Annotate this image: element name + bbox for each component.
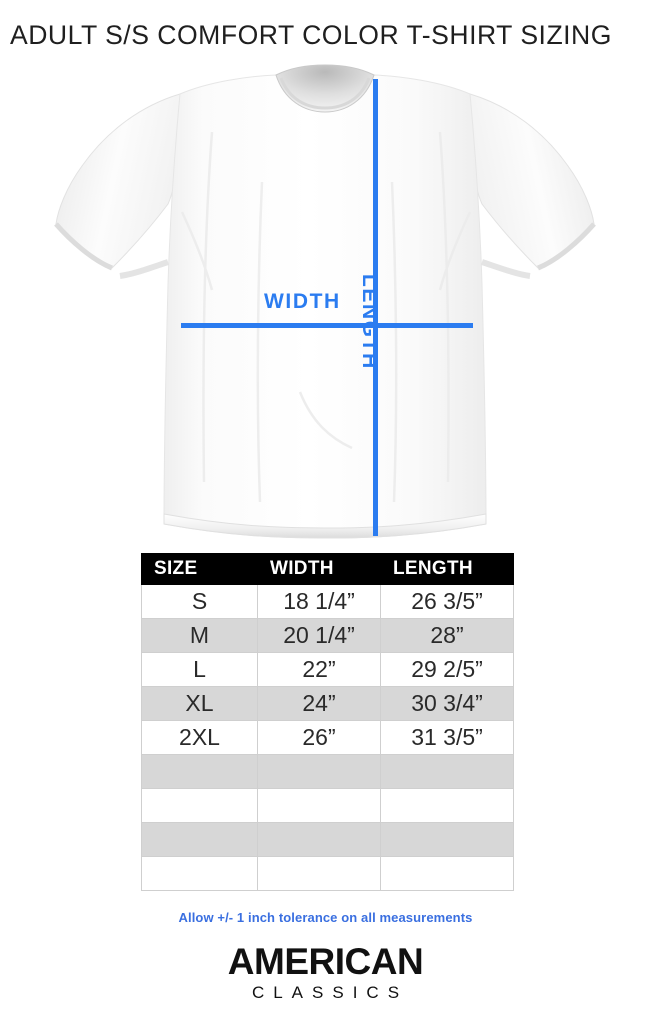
cell-width: 24”	[257, 686, 381, 721]
table-header-row: SIZE WIDTH LENGTH	[141, 553, 514, 585]
tshirt-graphic	[54, 64, 596, 539]
table-row: M 20 1/4” 28”	[141, 618, 514, 653]
collar-rib	[279, 77, 371, 110]
cell-size	[141, 788, 258, 823]
cell-size	[141, 754, 258, 789]
cell-size: XL	[141, 686, 258, 721]
cell-width: 18 1/4”	[257, 584, 381, 619]
column-header-width: WIDTH	[257, 553, 381, 585]
tshirt-illustration: WIDTH LENGTH	[0, 62, 651, 547]
size-chart-table: SIZE WIDTH LENGTH S 18 1/4” 26 3/5” M 20…	[141, 553, 514, 891]
column-header-size: SIZE	[141, 553, 258, 585]
size-chart-body: S 18 1/4” 26 3/5” M 20 1/4” 28” L 22” 29…	[141, 584, 514, 891]
cell-width	[257, 822, 381, 857]
brand-name: AMERICAN	[227, 941, 424, 982]
left-sleeve-hem	[54, 222, 113, 271]
table-row-empty	[141, 856, 514, 891]
left-underarm-shadow	[119, 259, 169, 279]
brand-logo: AMERICAN CLASSICS	[0, 942, 651, 1004]
cell-size: L	[141, 652, 258, 687]
bottom-hem	[163, 513, 487, 539]
cell-length	[380, 822, 514, 857]
cell-length	[380, 856, 514, 891]
column-header-length: LENGTH	[380, 553, 514, 585]
table-row-empty	[141, 822, 514, 857]
cell-length	[380, 788, 514, 823]
cell-width	[257, 856, 381, 891]
cell-width: 26”	[257, 720, 381, 755]
cell-length: 31 3/5”	[380, 720, 514, 755]
cell-width	[257, 754, 381, 789]
right-underarm-shadow	[481, 259, 531, 279]
cell-length	[380, 754, 514, 789]
fabric-folds	[180, 131, 472, 503]
cell-size	[141, 856, 258, 891]
cell-length: 29 2/5”	[380, 652, 514, 687]
cell-width: 22”	[257, 652, 381, 687]
tolerance-note: Allow +/- 1 inch tolerance on all measur…	[178, 910, 473, 925]
table-row-empty	[141, 788, 514, 823]
cell-size: 2XL	[141, 720, 258, 755]
table-row-empty	[141, 754, 514, 789]
cell-size	[141, 822, 258, 857]
cell-length: 28”	[380, 618, 514, 653]
table-row: 2XL 26” 31 3/5”	[141, 720, 514, 755]
table-row: XL 24” 30 3/4”	[141, 686, 514, 721]
cell-size: M	[141, 618, 258, 653]
cell-width: 20 1/4”	[257, 618, 381, 653]
cell-length: 26 3/5”	[380, 584, 514, 619]
cell-length: 30 3/4”	[380, 686, 514, 721]
table-row: S 18 1/4” 26 3/5”	[141, 584, 514, 619]
page-title: ADULT S/S COMFORT COLOR T-SHIRT SIZING	[10, 20, 612, 50]
brand-tagline: CLASSICS	[251, 983, 409, 1002]
cell-size: S	[141, 584, 258, 619]
cell-width	[257, 788, 381, 823]
table-row: L 22” 29 2/5”	[141, 652, 514, 687]
right-sleeve-hem	[537, 222, 596, 271]
